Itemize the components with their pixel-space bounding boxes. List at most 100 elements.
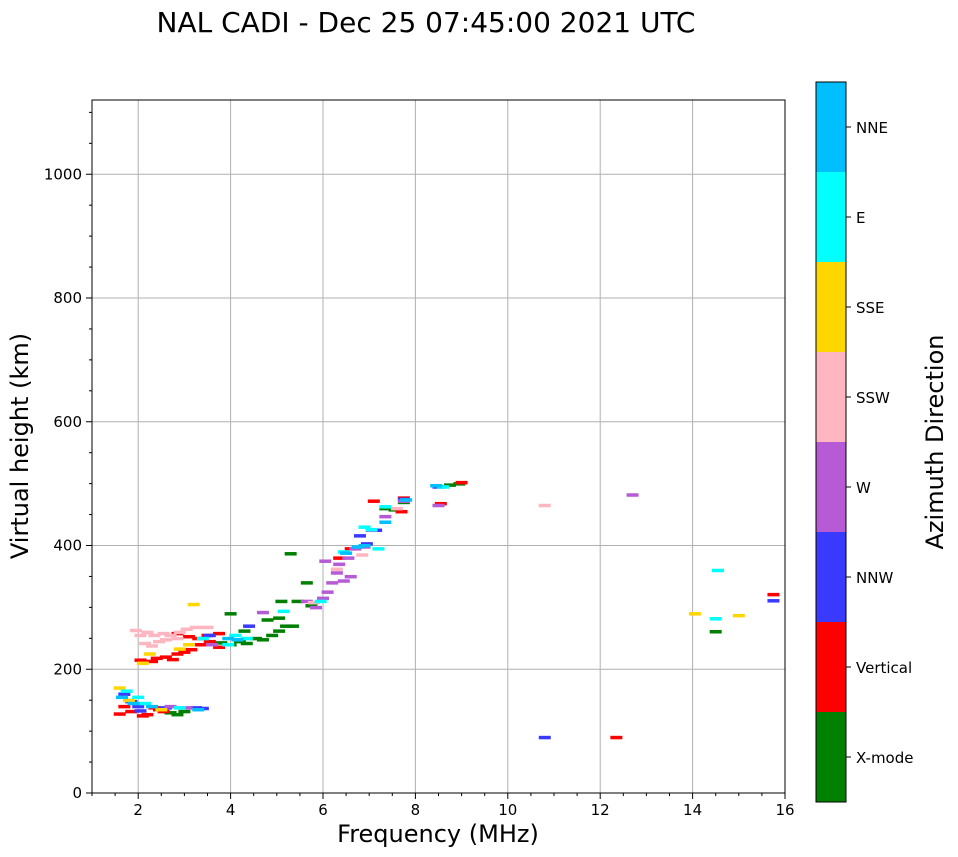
echo-point-e	[196, 636, 209, 641]
echo-point-sse	[155, 707, 168, 712]
colorbar-tick-label: SSE	[856, 299, 885, 317]
echo-point-nnw	[134, 709, 147, 713]
echo-point-vertical	[178, 650, 191, 654]
colorbar-tick-label: NNW	[856, 569, 893, 587]
echo-point-x-mode	[300, 581, 313, 585]
colorbar-segment	[816, 82, 846, 172]
echo-point-vertical	[455, 480, 468, 485]
echo-point-sse	[143, 652, 156, 656]
echo-point-vertical	[159, 655, 172, 659]
echo-point-ssw	[201, 625, 214, 630]
echo-point-vertical	[113, 712, 126, 716]
colorbar-segment	[816, 442, 846, 532]
x-tick-label: 8	[411, 801, 421, 819]
echo-point-w	[330, 571, 343, 575]
echo-point-x-mode	[444, 483, 457, 487]
echo-point-x-mode	[178, 709, 191, 714]
echo-point-vertical	[183, 634, 196, 639]
echo-point-ssw	[538, 503, 551, 508]
echo-point-w	[164, 704, 177, 709]
colorbar-tick-label: W	[856, 479, 871, 497]
echo-point-nne	[351, 545, 364, 549]
echo-point-vertical	[118, 704, 131, 709]
y-tick-label: 600	[53, 413, 82, 431]
echo-point-w	[319, 559, 332, 563]
echo-point-e	[173, 706, 186, 710]
echo-point-vertical	[166, 657, 179, 662]
echo-point-vertical	[171, 652, 184, 656]
grid-lines	[92, 100, 786, 794]
echo-point-w	[317, 596, 329, 601]
echo-point-e	[120, 689, 133, 693]
echo-point-nnw	[360, 542, 373, 546]
echo-point-e	[709, 617, 722, 621]
y-tick-label: 800	[53, 289, 82, 307]
echo-point-e	[277, 609, 290, 614]
echo-point-nne	[116, 695, 129, 700]
echo-point-x-mode	[291, 599, 304, 604]
echo-point-w	[256, 610, 269, 615]
colorbar-segment	[816, 622, 846, 712]
chart-title: NAL CADI - Dec 25 07:45:00 2021 UTC	[157, 6, 696, 39]
echo-point-w	[344, 574, 357, 579]
y-tick-label: 200	[53, 660, 82, 678]
colorbar-segment	[816, 532, 846, 622]
echo-point-sse	[732, 613, 745, 618]
echo-point-e	[314, 599, 327, 604]
echo-point-x-mode	[164, 711, 177, 715]
echo-point-e	[139, 701, 152, 706]
plot-frame	[91, 99, 786, 794]
echo-point-nnw	[189, 706, 202, 710]
echo-point-ssw	[139, 641, 152, 646]
echo-point-e	[379, 505, 392, 509]
echo-point-nnw	[118, 692, 131, 696]
echo-point-x-mode	[709, 630, 722, 634]
echo-point-vertical	[194, 643, 207, 647]
echo-point-x-mode	[171, 712, 184, 717]
colorbar-label: Azimuth Direction	[921, 335, 949, 550]
echo-point-nnw	[353, 534, 366, 538]
echo-point-x-mode	[238, 629, 251, 633]
echo-point-e	[229, 633, 242, 638]
echo-point-nnw	[767, 599, 780, 603]
echo-point-nnw	[132, 704, 145, 709]
colorbar-segment	[816, 172, 846, 262]
echo-point-x-mode	[273, 629, 286, 633]
x-axis-ticks: 2 4 6 8 10 12 14 16	[91, 793, 795, 819]
echo-point-x-mode	[305, 604, 318, 608]
y-axis-ticks: 0 200 400 600 800 1000	[44, 111, 92, 802]
echo-point-ssw	[157, 631, 170, 636]
x-tick-label: 16	[775, 801, 794, 819]
echo-point-ssw	[141, 630, 154, 635]
echo-point-vertical	[367, 499, 380, 503]
x-tick-label: 14	[683, 801, 702, 819]
echo-point-e	[222, 643, 235, 647]
colorbar-segment	[816, 262, 846, 352]
echo-point-ssw	[189, 625, 202, 630]
x-tick-label: 10	[498, 801, 517, 819]
echo-point-nnw	[243, 624, 256, 628]
echo-point-nne	[146, 704, 159, 709]
echo-point-vertical	[213, 645, 226, 649]
echo-point-e	[240, 636, 253, 641]
echo-point-w	[180, 706, 193, 710]
echo-point-w	[326, 581, 339, 585]
echo-point-sse	[688, 612, 701, 616]
x-tick-label: 12	[591, 801, 610, 819]
echo-point-sse	[136, 661, 149, 666]
colorbar-frame	[815, 81, 847, 803]
echo-point-nne	[192, 707, 205, 712]
echo-point-x-mode	[379, 506, 392, 511]
echo-point-nne	[340, 551, 353, 555]
echo-point-x-mode	[275, 599, 288, 604]
colorbar-tick-label: NNE	[856, 119, 888, 137]
echo-point-ssw	[330, 567, 343, 572]
echo-point-e	[358, 525, 371, 529]
echo-point-x-mode	[215, 641, 228, 645]
colorbar-tick-label: SSW	[856, 389, 890, 407]
echo-point-nne	[358, 544, 371, 548]
echo-point-vertical	[333, 556, 346, 560]
echo-point-ssw	[159, 638, 172, 642]
echo-point-e	[372, 547, 385, 551]
